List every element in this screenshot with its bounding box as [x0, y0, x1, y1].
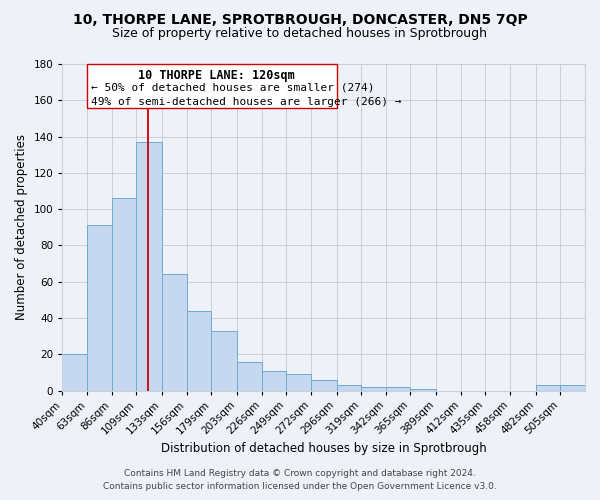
FancyBboxPatch shape	[87, 64, 337, 108]
Bar	[87, 226, 112, 390]
Bar	[211, 330, 237, 390]
Bar	[386, 387, 410, 390]
Bar	[262, 370, 286, 390]
Text: ← 50% of detached houses are smaller (274): ← 50% of detached houses are smaller (27…	[91, 82, 375, 92]
Bar	[136, 142, 162, 390]
Bar	[410, 388, 436, 390]
Bar	[286, 374, 311, 390]
Text: 49% of semi-detached houses are larger (266) →: 49% of semi-detached houses are larger (…	[91, 96, 402, 106]
Bar	[162, 274, 187, 390]
Bar	[311, 380, 337, 390]
Bar	[187, 310, 211, 390]
Bar	[361, 387, 386, 390]
Y-axis label: Number of detached properties: Number of detached properties	[15, 134, 28, 320]
X-axis label: Distribution of detached houses by size in Sprotbrough: Distribution of detached houses by size …	[161, 442, 487, 455]
Text: Size of property relative to detached houses in Sprotbrough: Size of property relative to detached ho…	[113, 28, 487, 40]
Bar	[337, 385, 361, 390]
Bar	[560, 385, 585, 390]
Text: 10, THORPE LANE, SPROTBROUGH, DONCASTER, DN5 7QP: 10, THORPE LANE, SPROTBROUGH, DONCASTER,…	[73, 12, 527, 26]
Bar	[62, 354, 87, 390]
Text: 10 THORPE LANE: 120sqm: 10 THORPE LANE: 120sqm	[137, 70, 295, 82]
Bar	[237, 362, 262, 390]
Text: Contains HM Land Registry data © Crown copyright and database right 2024.
Contai: Contains HM Land Registry data © Crown c…	[103, 470, 497, 491]
Bar	[112, 198, 136, 390]
Bar	[536, 385, 560, 390]
